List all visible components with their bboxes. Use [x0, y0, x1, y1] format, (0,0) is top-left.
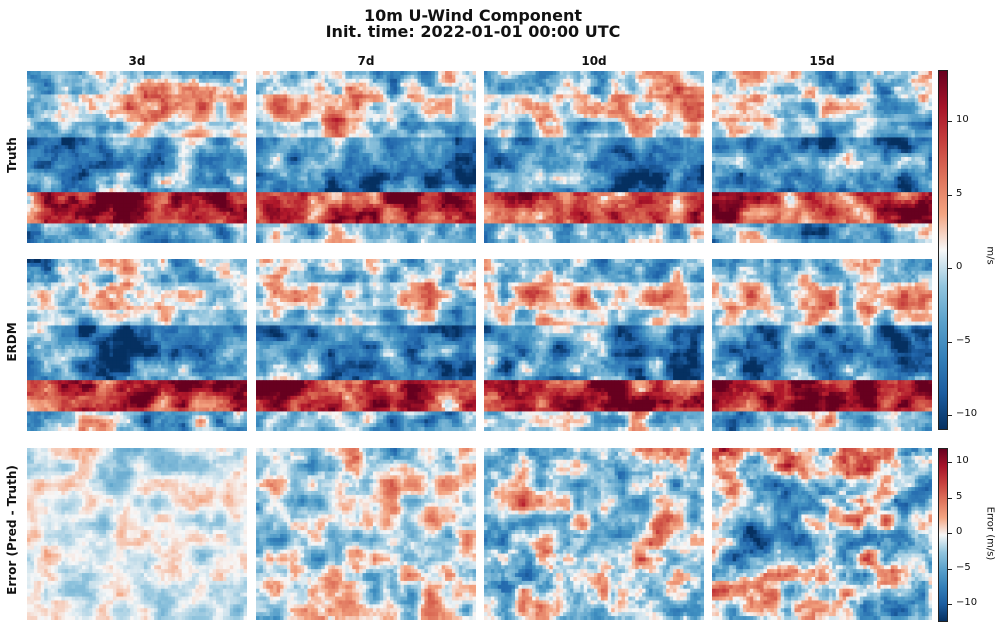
- heatmap-field: [256, 71, 476, 243]
- colorbar-error-tick-label: 10: [948, 455, 969, 466]
- row-label-error: Error (Pred - Truth): [5, 420, 19, 640]
- heatmap-field: [712, 259, 932, 431]
- colorbar-error-tick-label: −5: [948, 562, 971, 573]
- column-label-3d: 3d: [27, 54, 247, 68]
- colorbar-error-tick-label: 5: [947, 491, 962, 502]
- colorbar-field-tick-label: −5: [948, 335, 971, 346]
- heatmap-panel-error-10d: [484, 448, 704, 620]
- heatmap-panel-truth-15d: [712, 71, 932, 243]
- colorbar-field-tick-label: 0: [947, 261, 962, 272]
- colorbar-field-label: m/s: [985, 196, 996, 316]
- heatmap-panel-error-3d: [27, 448, 247, 620]
- heatmap-field: [27, 259, 247, 431]
- chart-subtitle: Init. time: 2022-01-01 00:00 UTC: [0, 22, 946, 41]
- heatmap-panel-truth-3d: [27, 71, 247, 243]
- colorbar-field: [938, 70, 948, 430]
- heatmap-panel-truth-10d: [484, 71, 704, 243]
- colorbar-error: [938, 448, 948, 622]
- heatmap-panel-erdm-15d: [712, 259, 932, 431]
- colorbar-error-tick-label: 0: [947, 526, 962, 537]
- heatmap-field: [256, 259, 476, 431]
- heatmap-panel-erdm-10d: [484, 259, 704, 431]
- heatmap-panel-error-15d: [712, 448, 932, 620]
- heatmap-field: [27, 71, 247, 243]
- heatmap-panel-erdm-7d: [256, 259, 476, 431]
- colorbar-field-tick-label: −10: [947, 408, 977, 419]
- heatmap-panel-truth-7d: [256, 71, 476, 243]
- column-label-7d: 7d: [256, 54, 476, 68]
- row-label-erdm: ERDM: [5, 232, 19, 452]
- chart-title: 10m U-Wind Component: [0, 6, 946, 25]
- heatmap-field: [484, 259, 704, 431]
- heatmap-field: [484, 448, 704, 620]
- colorbar-error-label: Error (m/s): [985, 474, 996, 594]
- heatmap-panel-error-7d: [256, 448, 476, 620]
- column-label-10d: 10d: [484, 54, 704, 68]
- heatmap-field: [712, 448, 932, 620]
- heatmap-field: [484, 71, 704, 243]
- colorbar-field-tick-label: 10: [948, 114, 969, 125]
- heatmap-field: [27, 448, 247, 620]
- colorbar-error-tick-label: −10: [947, 597, 977, 608]
- column-label-15d: 15d: [712, 54, 932, 68]
- heatmap-field: [256, 448, 476, 620]
- colorbar-field-tick-label: 5: [947, 188, 962, 199]
- heatmap-field: [712, 71, 932, 243]
- heatmap-panel-erdm-3d: [27, 259, 247, 431]
